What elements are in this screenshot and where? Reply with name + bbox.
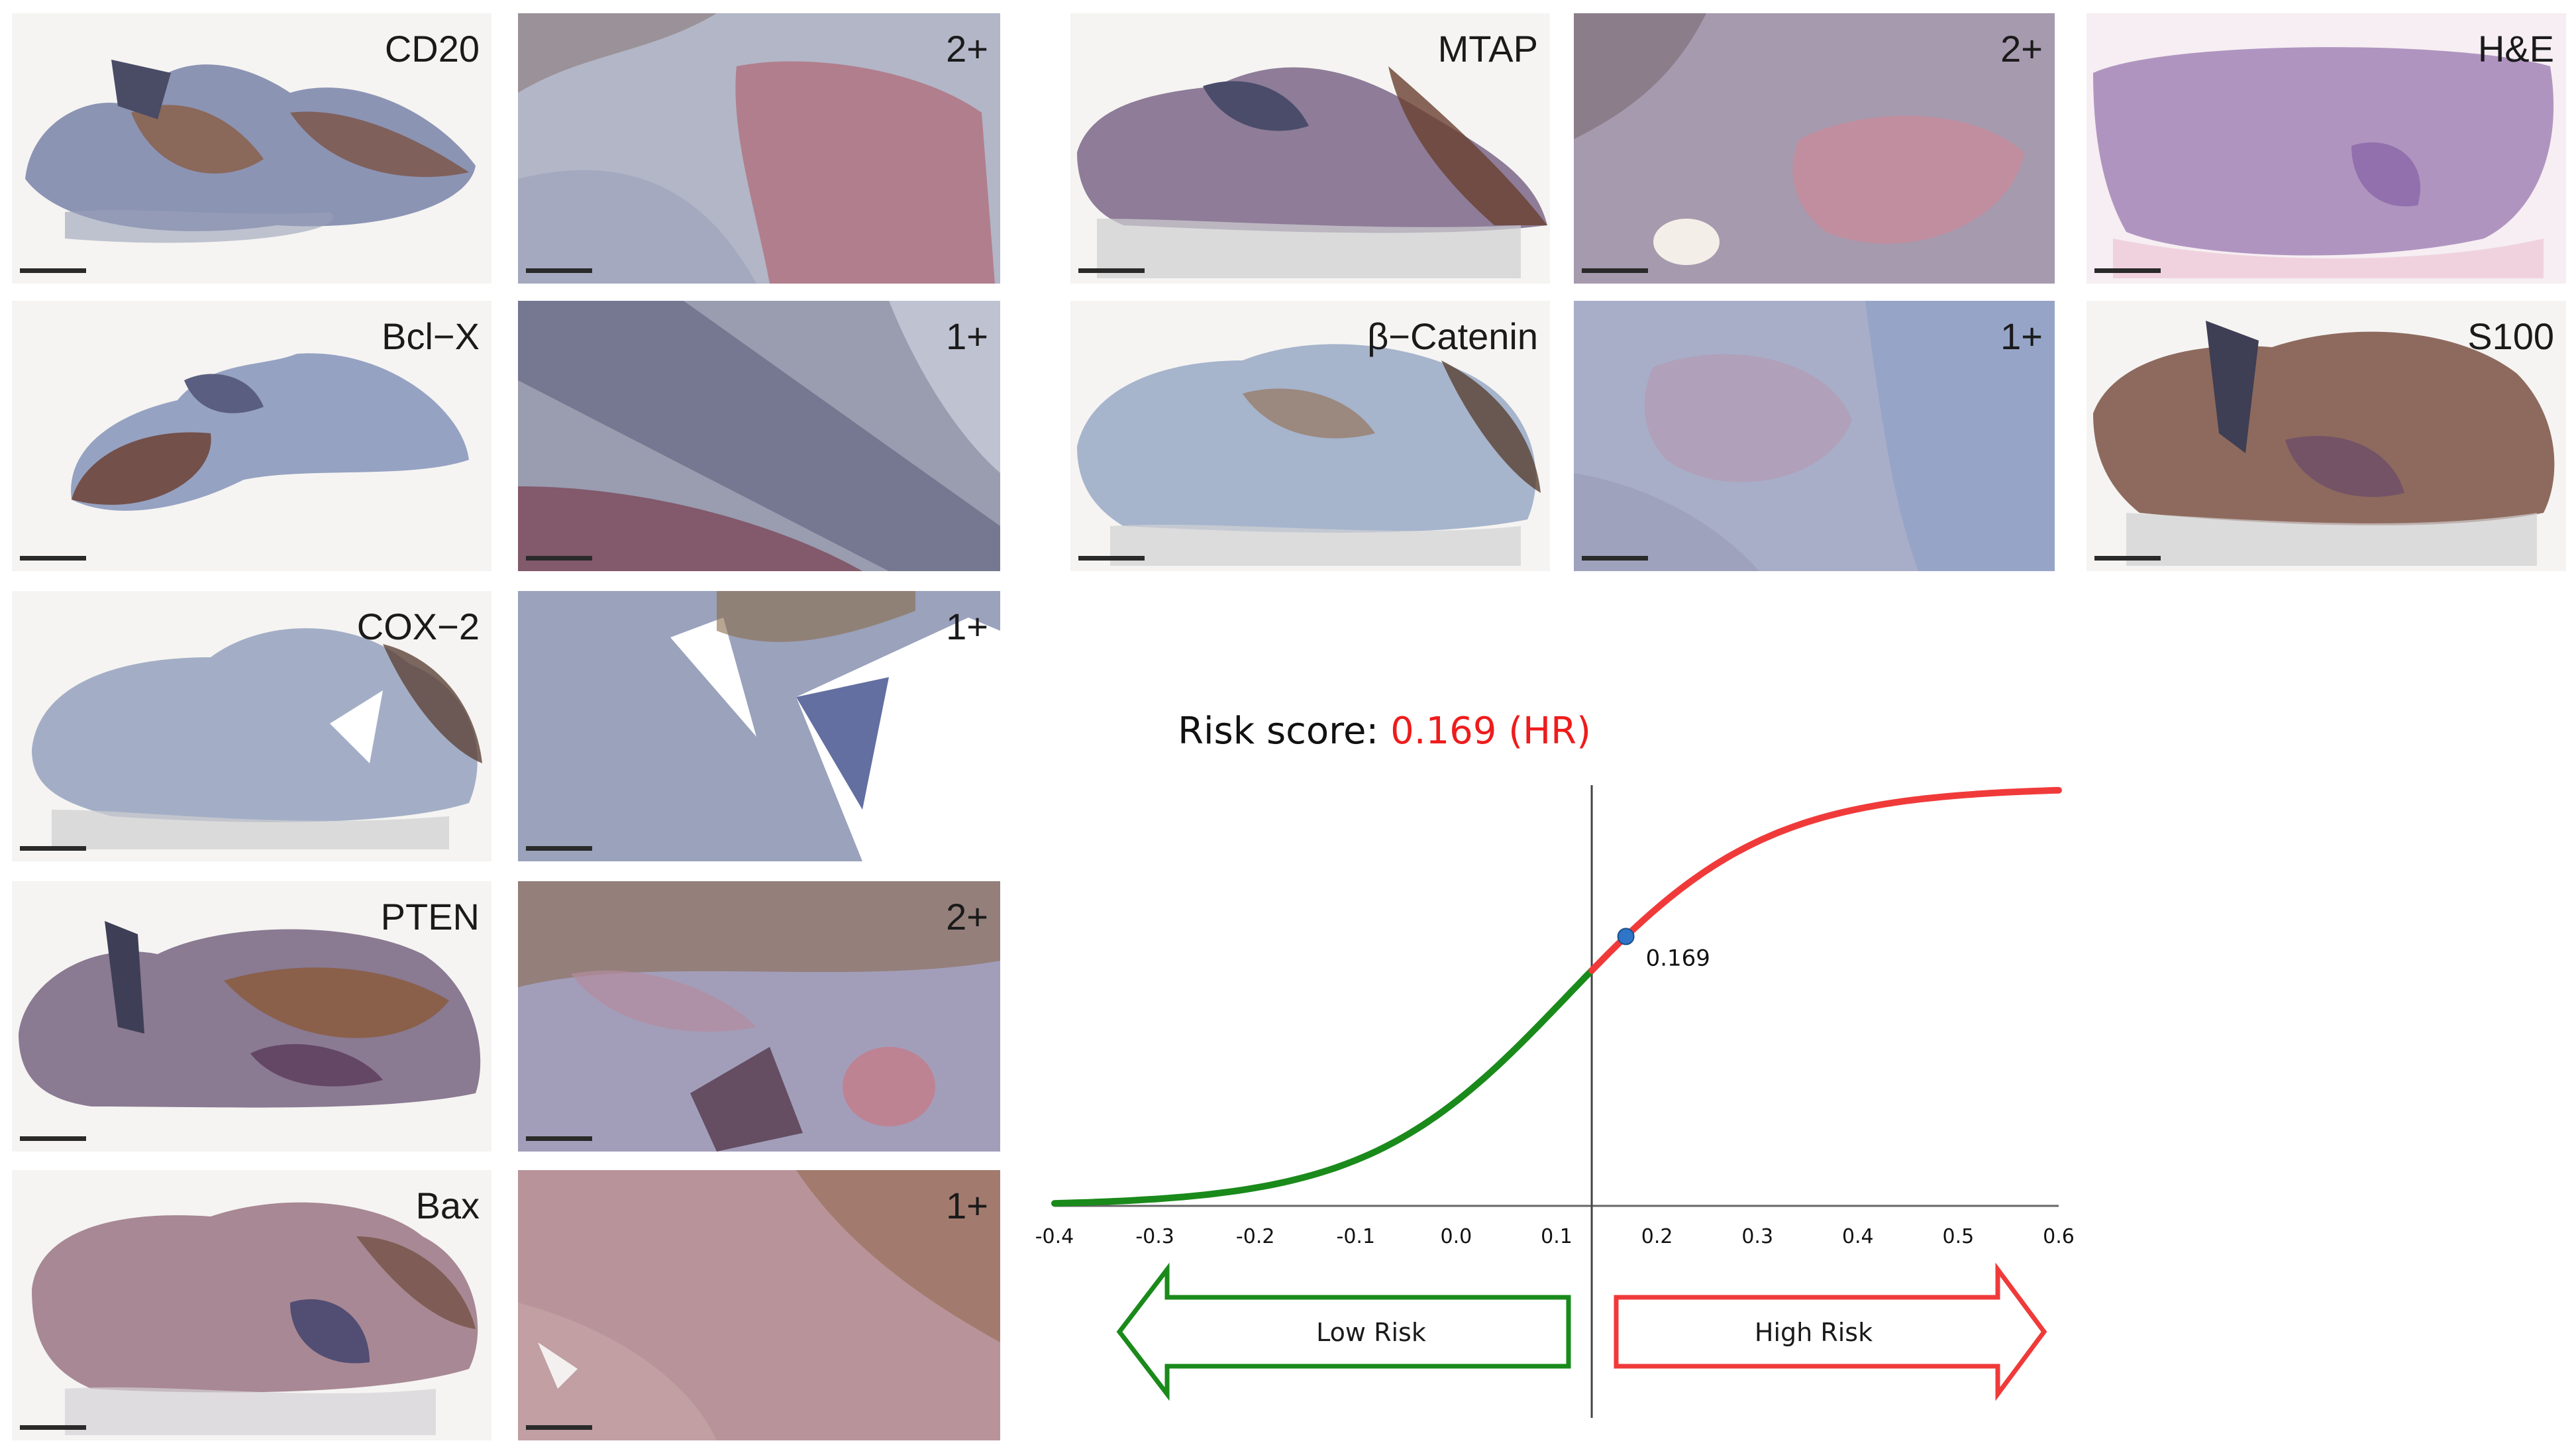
catenin-label: β−Catenin — [1367, 315, 1538, 357]
chart-title-prefix: Risk score: — [1178, 710, 1390, 753]
x-tick-label: 0.5 — [1943, 1225, 1975, 1248]
chart-title: Risk score: 0.169 (HR) — [1178, 710, 1591, 753]
pten-score: 2+ — [946, 896, 988, 938]
cox2-overview-image: COX−2 — [12, 591, 491, 861]
x-tick-label: 0.6 — [2043, 1225, 2075, 1248]
cd20-overview-image: CD20 — [12, 13, 491, 284]
mtap-overview-image: MTAP — [1070, 13, 1550, 284]
he-label: H&E — [2477, 28, 2554, 70]
risk-score-marker — [1617, 928, 1635, 945]
s100-tissue-graphic — [2093, 321, 2555, 566]
he-overview-image: H&E — [2087, 13, 2566, 284]
bax-tissue-graphic — [32, 1202, 478, 1435]
catenin-overview-image: β−Catenin — [1070, 301, 1550, 571]
low-risk-label: Low Risk — [1316, 1318, 1426, 1347]
catenin-score: 1+ — [2000, 315, 2043, 357]
pten-overview-image: PTEN — [12, 881, 491, 1152]
catenin-tissue-graphic — [1077, 344, 1541, 566]
cd20-label: CD20 — [384, 28, 480, 70]
s100-label: S100 — [2467, 315, 2554, 357]
cd20-score: 2+ — [946, 28, 988, 70]
x-tick-label: -0.3 — [1135, 1225, 1174, 1248]
high-risk-arrow — [1614, 1262, 2047, 1401]
cox2-zoom-texture — [518, 591, 1000, 861]
bax-zoom-texture — [518, 1170, 1000, 1440]
catenin-zoom-image: 1+ — [1574, 301, 2055, 571]
mtap-tissue-graphic — [1077, 66, 1547, 278]
x-tick-label: 0.4 — [1842, 1225, 1874, 1248]
x-tick-label: 0.1 — [1541, 1225, 1572, 1248]
mtap-zoom-texture — [1574, 13, 2055, 284]
s100-overview-image: S100 — [2087, 301, 2566, 571]
cd20-zoom-texture — [518, 13, 1000, 284]
pten-zoom-texture — [518, 881, 1000, 1152]
bclx-score: 1+ — [946, 315, 988, 357]
cd20-zoom-image: 2+ — [518, 13, 1000, 284]
x-tick-label: -0.2 — [1236, 1225, 1275, 1248]
cox2-label: COX−2 — [356, 606, 480, 647]
bax-overview-image: Bax — [12, 1170, 491, 1440]
x-tick-label: -0.4 — [1035, 1225, 1074, 1248]
high-risk-label: High Risk — [1755, 1318, 1873, 1347]
cox2-score: 1+ — [946, 606, 988, 647]
catenin-zoom-texture — [1574, 301, 2055, 571]
x-tick-label: 0.0 — [1441, 1225, 1472, 1248]
pten-zoom-image: 2+ — [518, 881, 1000, 1152]
bax-zoom-image: 1+ — [518, 1170, 1000, 1440]
cd20-tissue-graphic — [25, 60, 476, 243]
he-tissue-graphic — [2093, 47, 2554, 278]
pten-tissue-graphic — [19, 921, 481, 1108]
mtap-score: 2+ — [2000, 28, 2043, 70]
bax-label: Bax — [415, 1185, 480, 1226]
bclx-label: Bcl−X — [382, 315, 480, 357]
mtap-zoom-image: 2+ — [1574, 13, 2055, 284]
bax-score: 1+ — [946, 1185, 988, 1226]
x-tick-labels: -0.4 -0.3 -0.2 -0.1 0.0 0.1 0.2 0.3 0.4 0.5 0.6 — [1035, 1225, 2075, 1248]
bclx-tissue-graphic — [71, 353, 470, 511]
risk-score-marker-label: 0.169 — [1646, 945, 1710, 971]
bclx-overview-image: Bcl−X — [12, 301, 491, 571]
bclx-zoom-image: 1+ — [518, 301, 1000, 571]
cox2-zoom-image: 1+ — [518, 591, 1000, 861]
cox2-tissue-graphic — [32, 628, 482, 849]
pten-label: PTEN — [380, 896, 480, 938]
x-tick-label: -0.1 — [1337, 1225, 1376, 1248]
high-risk-curve-series — [1588, 786, 2062, 974]
low-risk-curve-series — [1051, 967, 1596, 1207]
low-risk-arrow — [1116, 1262, 1571, 1401]
mtap-label: MTAP — [1437, 28, 1538, 70]
chart-title-value: 0.169 (HR) — [1390, 710, 1591, 753]
x-tick-label: 0.3 — [1741, 1225, 1773, 1248]
risk-score-chart: Risk score: 0.169 (HR) -0.4 -0.3 -0.2 -0.1 0… — [1035, 710, 2075, 1418]
bclx-zoom-texture — [518, 301, 1000, 571]
x-tick-label: 0.2 — [1641, 1225, 1673, 1248]
